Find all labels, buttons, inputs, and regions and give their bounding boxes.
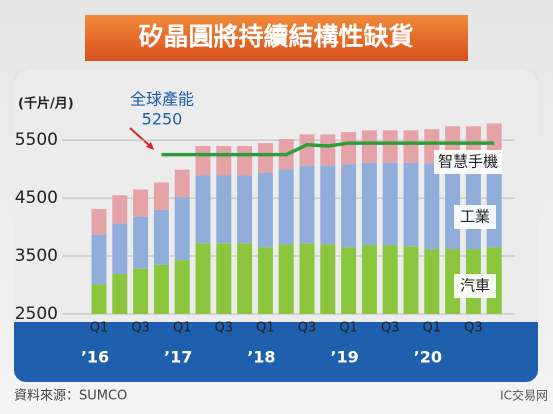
- line-value-label: 5250: [142, 110, 183, 129]
- bar-segment: [382, 130, 398, 163]
- annotation: 全球產能: [130, 90, 194, 109]
- legend-box: [454, 205, 496, 229]
- bar-segment: [278, 169, 294, 245]
- bar-segment: [320, 134, 336, 166]
- y-tick-label: 2500: [15, 304, 58, 324]
- bar-segment: [341, 247, 357, 314]
- bar-segment: [112, 223, 128, 275]
- bar-segment: [195, 145, 211, 176]
- x-tick-label: Q3: [381, 321, 400, 336]
- bar-segment: [216, 243, 232, 314]
- bar-segment: [174, 196, 190, 261]
- bar-segment: [382, 245, 398, 314]
- bar-segment: [403, 162, 419, 247]
- bar-segment: [299, 243, 315, 314]
- bar-segment: [153, 264, 169, 314]
- bar-segment: [403, 130, 419, 163]
- x-tick-label: Q3: [298, 321, 317, 336]
- capacity-line: [161, 141, 495, 157]
- bar-segment: [320, 165, 336, 245]
- bar-segment: [257, 143, 273, 173]
- bar-segment: [174, 260, 190, 314]
- x-tick-label: Q3: [131, 321, 150, 336]
- legend-label: 工業: [460, 208, 490, 226]
- legend-box: [454, 274, 496, 298]
- year-label: ’18: [247, 348, 275, 367]
- source: 資料來源：SUMCO: [14, 389, 127, 404]
- year-label: ’20: [414, 348, 442, 367]
- bar-segment: [341, 132, 357, 165]
- year-label: ’17: [164, 348, 192, 367]
- bar-segment: [216, 145, 232, 176]
- bar-segment: [424, 163, 440, 250]
- bar-segment: [91, 209, 107, 235]
- bar-segment: [278, 244, 294, 314]
- bar-segment: [237, 175, 253, 244]
- y-tick-label: 3500: [15, 246, 58, 266]
- bar-segment: [112, 274, 128, 314]
- bar-segment: [424, 249, 440, 314]
- bar-segment: [91, 284, 107, 314]
- x-tick-label: Q1: [90, 321, 109, 336]
- bar-segment: [341, 164, 357, 248]
- bar-segment: [153, 209, 169, 265]
- legend-label: 智慧手機: [438, 153, 498, 171]
- bar-segment: [257, 172, 273, 248]
- year-label: ’19: [330, 348, 358, 367]
- x-tick-label: Q1: [256, 321, 275, 336]
- watermark: IC交易网: [500, 388, 548, 403]
- x-tick-label: Q1: [423, 321, 442, 336]
- y-tick-label: 4500: [15, 188, 58, 208]
- x-tick-label: Q1: [173, 321, 192, 336]
- chart-title: 矽晶圓將持續結構性缺貨: [138, 22, 413, 51]
- bar-segment: [382, 162, 398, 246]
- x-tick-label: Q3: [464, 321, 483, 336]
- title-banner: [85, 15, 468, 61]
- bar-segment: [133, 216, 149, 269]
- bar-segment: [257, 247, 273, 314]
- bar-segment: [237, 145, 253, 176]
- bar-segment: [91, 234, 107, 285]
- bar-segment: [133, 268, 149, 314]
- x-tick-label: Q1: [339, 321, 358, 336]
- legend-label: 汽車: [460, 277, 490, 295]
- bar-segment: [299, 134, 315, 166]
- legend-box: [434, 150, 502, 174]
- bar-segment: [403, 246, 419, 314]
- bar-segment: [153, 182, 169, 210]
- bar-segment: [237, 243, 253, 314]
- y-tick-label: 5500: [15, 130, 58, 150]
- x-tick-label: Q3: [215, 321, 234, 336]
- bar-segment: [361, 245, 377, 314]
- arrow: [129, 127, 151, 147]
- bar-segment: [174, 169, 190, 197]
- year-label: ’16: [81, 348, 109, 367]
- bar-segment: [320, 244, 336, 314]
- bar-segment: [133, 189, 149, 217]
- bar-segment: [112, 195, 128, 224]
- bar-segment: [216, 175, 232, 244]
- arrow-head: [146, 142, 154, 150]
- bar-segment: [195, 243, 211, 314]
- bar-segment: [361, 130, 377, 163]
- bar-segment: [195, 175, 211, 244]
- bar-segment: [299, 165, 315, 244]
- y-unit: (千片/月): [18, 96, 74, 112]
- bar-segment: [361, 162, 377, 246]
